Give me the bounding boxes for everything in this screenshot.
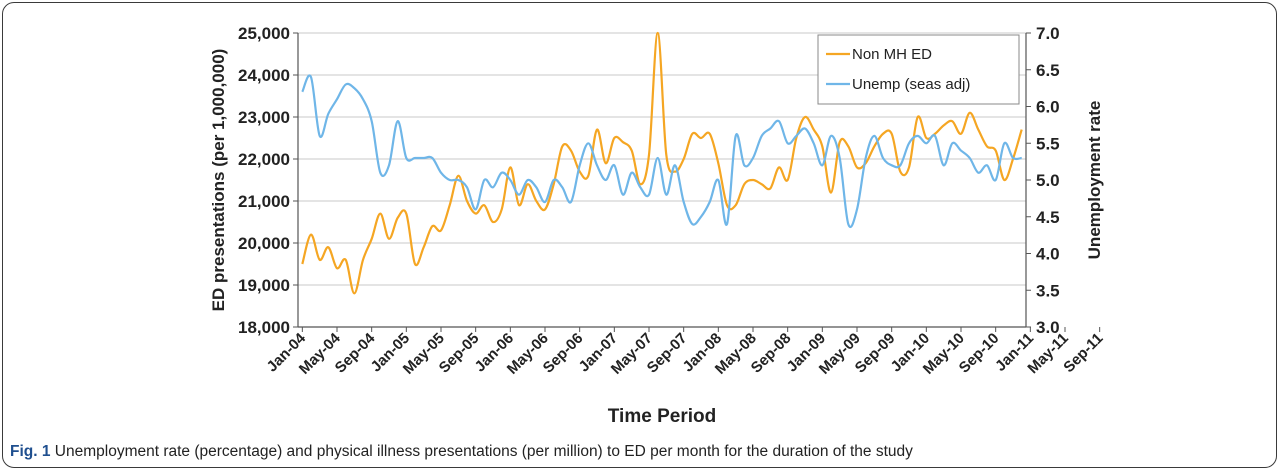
y-right-axis-label: Unemployment rate <box>1085 101 1104 260</box>
y-left-tick-label: 18,000 <box>238 318 290 337</box>
x-axis-label: Time Period <box>608 406 716 427</box>
y-left-tick-label: 23,000 <box>238 108 290 127</box>
y-right-tick-label: 6.0 <box>1036 98 1060 117</box>
x-tick-label: Sep-04 <box>332 329 379 376</box>
y-left-axis-label: ED presentations (per 1,000,000) <box>209 49 228 312</box>
y-right-tick-label: 7.0 <box>1036 24 1060 43</box>
y-left-tick-label: 21,000 <box>238 192 290 211</box>
series-line-unemp <box>301 74 1022 229</box>
dual-axis-line-chart: 18,000 19,000 20,000 21,000 22,000 23,000 24,0… <box>209 24 1106 427</box>
legend-box <box>817 34 1020 105</box>
legend-entry: Unemp (seas adj) <box>852 76 970 93</box>
y-left-tick-label: 20,000 <box>238 234 290 253</box>
y-left-tick-label: 19,000 <box>238 276 290 295</box>
x-tick-label: Sep-11 <box>1060 330 1106 376</box>
y-left-tick-label: 22,000 <box>238 150 290 169</box>
series-line-non-mh-ed <box>301 31 1023 295</box>
caption-text: Unemployment rate (percentage) and physi… <box>54 443 913 460</box>
figure-caption: Fig. 1 Unemployment rate (percentage) an… <box>10 443 913 461</box>
y-right-tick-label: 4.0 <box>1036 245 1060 264</box>
legend-entry: Non MH ED <box>852 46 932 63</box>
y-left-tick-label: 24,000 <box>238 66 290 85</box>
y-right-tick-label: 3.0 <box>1036 318 1060 337</box>
y-right-tick-label: 5.0 <box>1036 171 1060 190</box>
y-right-tick-label: 6.5 <box>1036 61 1060 80</box>
legend: Non MH ED Unemp (seas adj) <box>817 34 1020 105</box>
y-right-tick-label: 5.5 <box>1036 134 1060 153</box>
y-left-tick-label: 25,000 <box>238 24 290 43</box>
figure-label: Fig. 1 <box>10 443 51 460</box>
y-right-tick-label: 3.5 <box>1036 281 1060 300</box>
y-right-tick-label: 4.5 <box>1036 208 1060 227</box>
series-lines <box>301 31 1023 295</box>
